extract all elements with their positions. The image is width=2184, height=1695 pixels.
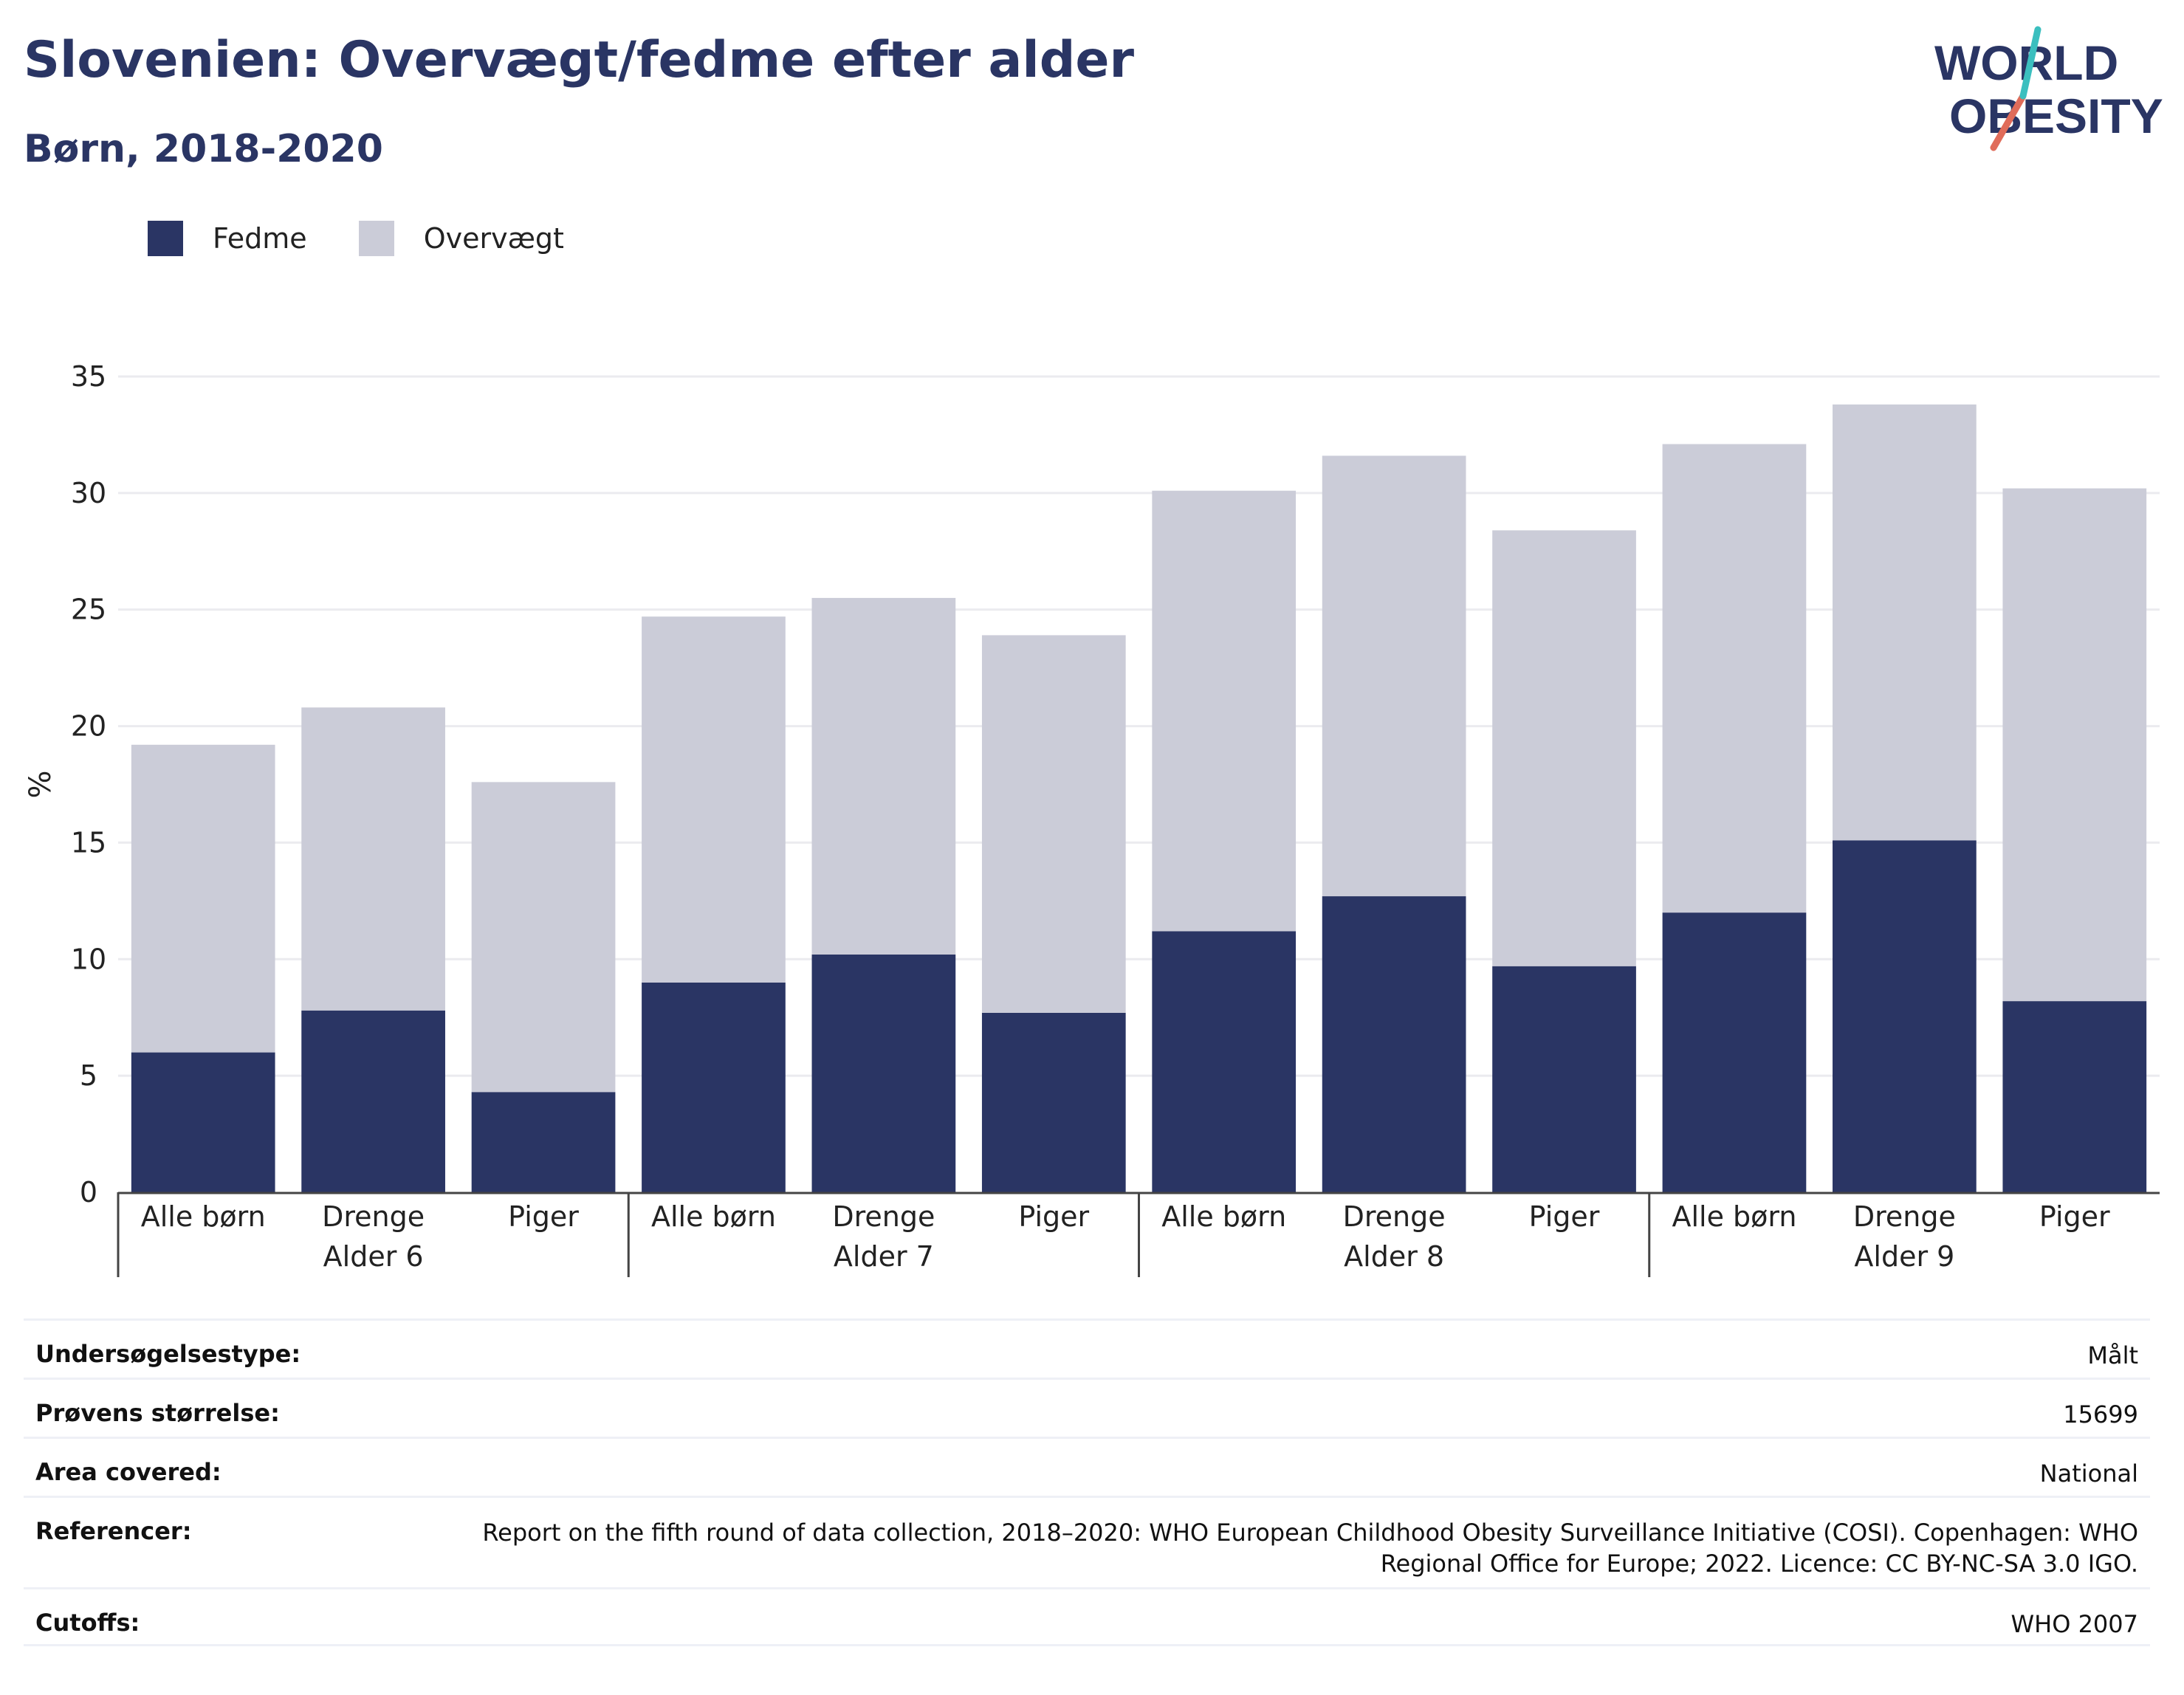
legend-swatch-overvaegt (358, 221, 394, 256)
world-obesity-logo: WORLD OBESITY (1934, 26, 2163, 151)
x-tick-label: Piger (1529, 1200, 1600, 1233)
x-tick-label: Drenge (832, 1200, 935, 1233)
x-tick-label: Drenge (1343, 1200, 1446, 1233)
bar-fedme (1322, 896, 1466, 1192)
group-label: Alder 8 (1344, 1240, 1444, 1273)
x-tick-label: Alle børn (1672, 1200, 1796, 1233)
y-tick-label: 15 (71, 826, 106, 859)
y-tick-label: 25 (71, 594, 106, 626)
info-key: Undersøgelsestype: (35, 1340, 301, 1368)
bar-fedme (811, 954, 956, 1192)
x-tick-label: Alle børn (1161, 1200, 1286, 1233)
chart-legend: Fedme Overvægt (148, 219, 616, 258)
bar-fedme (131, 1052, 275, 1192)
info-key: Cutoffs: (35, 1609, 140, 1637)
info-value: Report on the fifth round of data collec… (482, 1519, 2138, 1578)
info-value: WHO 2007 (2010, 1610, 2139, 1638)
logo-slash-coral (1990, 92, 2027, 151)
x-tick-label: Drenge (1853, 1200, 1956, 1233)
x-tick-label: Piger (508, 1200, 579, 1233)
group-label: Alder 7 (834, 1240, 934, 1273)
info-value: Målt (2087, 1341, 2138, 1369)
bar-fedme (642, 982, 786, 1192)
legend-swatch-fedme (148, 221, 183, 256)
y-tick-label: 0 (80, 1176, 97, 1208)
bar-overvaegt (131, 744, 275, 1053)
y-tick-label: 10 (71, 943, 106, 975)
x-tick-label: Alle børn (141, 1200, 266, 1233)
info-row-references: Referencer: Report on the fifth round of… (24, 1496, 2150, 1587)
bar-overvaegt (301, 707, 445, 1011)
bar-overvaegt (642, 616, 786, 983)
group-label: Alder 9 (1854, 1240, 1954, 1273)
bar-overvaegt (1152, 490, 1297, 932)
bar-fedme (1152, 931, 1297, 1192)
info-value: 15699 (2063, 1400, 2138, 1428)
bar-overvaegt (811, 597, 956, 955)
info-key: Referencer: (35, 1517, 192, 1545)
info-row-area-covered: Area covered: National (24, 1437, 2150, 1496)
y-axis-label: % (24, 770, 58, 798)
logo-line-2: OBESITY (1949, 89, 2163, 143)
legend-item-overvaegt[interactable]: Overvægt (358, 221, 564, 256)
y-tick-label: 20 (71, 710, 106, 743)
info-table: Undersøgelsestype: Målt Prøvens størrels… (24, 1318, 2150, 1646)
group-label: Alder 6 (323, 1240, 424, 1273)
bar-overvaegt (1492, 530, 1636, 966)
bar-overvaegt (1322, 455, 1466, 897)
bar-overvaegt (1833, 404, 1977, 841)
bar-overvaegt (1662, 444, 1807, 913)
x-tick-label: Piger (2039, 1200, 2110, 1233)
y-tick-label: 30 (71, 477, 106, 509)
bar-overvaegt (2002, 488, 2147, 1002)
x-tick-label: Drenge (322, 1200, 425, 1233)
bar-overvaegt (981, 635, 1126, 1013)
info-key: Area covered: (35, 1458, 222, 1486)
x-tick-label: Piger (1018, 1200, 1089, 1233)
info-row-cutoffs: Cutoffs: WHO 2007 (24, 1587, 2150, 1646)
x-tick-label: Alle børn (651, 1200, 776, 1233)
bar-fedme (1833, 840, 1977, 1192)
legend-label-fedme: Fedme (213, 222, 307, 255)
y-tick-label: 35 (71, 360, 106, 393)
logo-slash-teal (2019, 26, 2042, 100)
legend-label-overvaegt: Overvægt (423, 222, 564, 255)
bar-overvaegt (471, 782, 616, 1093)
bar-fedme (2002, 1001, 2147, 1192)
page-subtitle: Børn, 2018-2020 (24, 127, 383, 171)
bar-fedme (301, 1010, 445, 1192)
bar-fedme (981, 1012, 1126, 1192)
info-key: Prøvens størrelse: (35, 1399, 280, 1427)
info-value: National (2039, 1460, 2138, 1488)
stacked-bar-chart: 0 5 10 15 20 25 30 35% Alle børn Drenge Piger Alle … (24, 360, 2160, 1277)
info-row-survey-type: Undersøgelsestype: Målt (24, 1318, 2150, 1378)
info-row-sample-size: Prøvens størrelse: 15699 (24, 1378, 2150, 1437)
legend-item-fedme[interactable]: Fedme (148, 221, 307, 256)
y-tick-label: 5 (80, 1059, 97, 1092)
bar-fedme (471, 1092, 616, 1192)
bar-fedme (1492, 966, 1636, 1192)
bar-fedme (1662, 912, 1807, 1192)
page-title: Slovenien: Overvægt/fedme efter alder (24, 31, 1135, 89)
